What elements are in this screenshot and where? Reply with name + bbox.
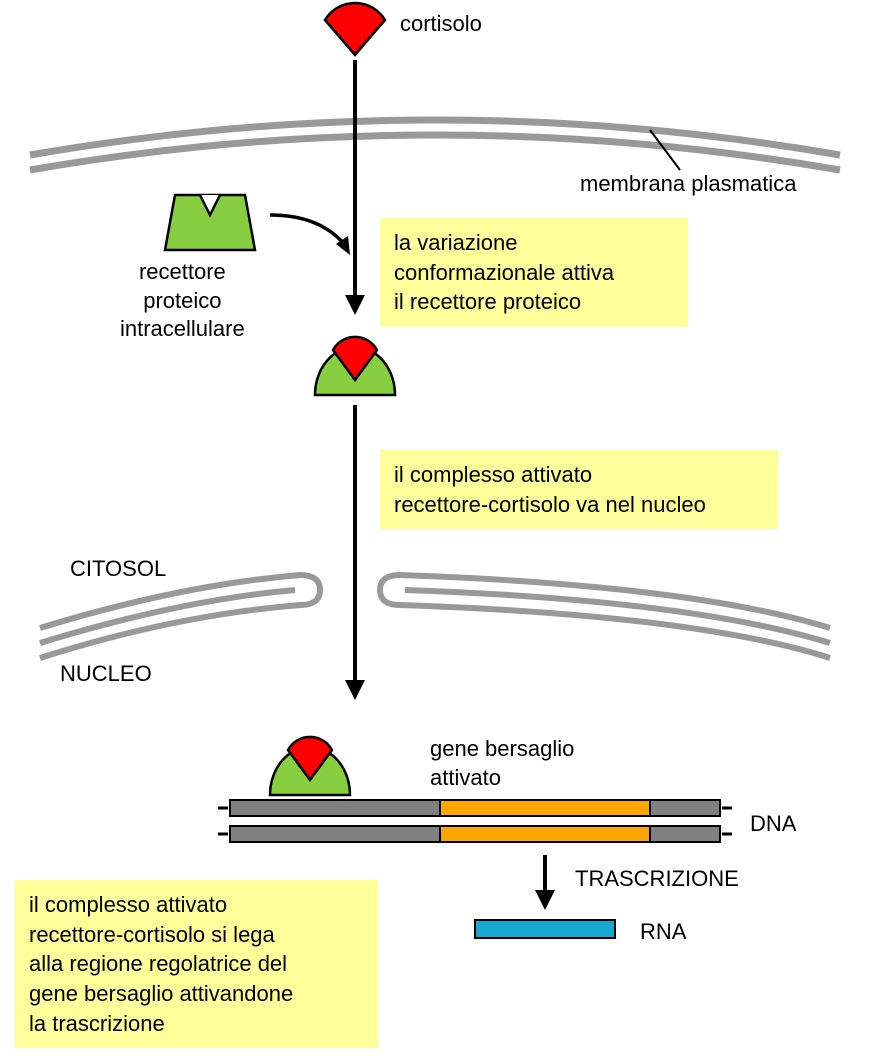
arrow-1 [345,60,365,315]
trascrizione-label: TRASCRIZIONE [575,865,739,894]
yellow-box-2: il complesso attivato recettore-cortisol… [380,450,778,529]
membrane-label: membrana plasmatica [580,170,796,199]
gene-bersaglio-label: gene bersaglio attivato [430,735,574,792]
activated-complex-1 [315,337,395,395]
yellow-box-3: il complesso attivato recettore-cortisol… [15,880,378,1048]
arrow-2 [345,405,365,700]
receptor-join-arrow [270,215,350,255]
dna-label: DNA [750,810,796,839]
cortisol-icon [325,3,385,55]
cortisol-label: cortisolo [400,10,482,39]
transcription-arrow [535,855,555,910]
plasma-membrane [30,120,840,170]
receptor-icon [165,195,255,250]
activated-complex-2 [270,737,350,795]
rna-label: RNA [640,918,686,947]
receptor-label: recettore proteico intracellulare [120,258,245,344]
dna-strands [218,800,732,842]
yellow-box-1: la variazione conformazionale attiva il … [380,218,688,327]
nucleo-label: NUCLEO [60,660,152,689]
diagram-canvas: cortisolo membrana plasmatica recettore … [0,0,870,1063]
citosol-label: CITOSOL [70,555,166,584]
nuclear-envelope [40,575,830,658]
rna-strand [475,920,615,938]
